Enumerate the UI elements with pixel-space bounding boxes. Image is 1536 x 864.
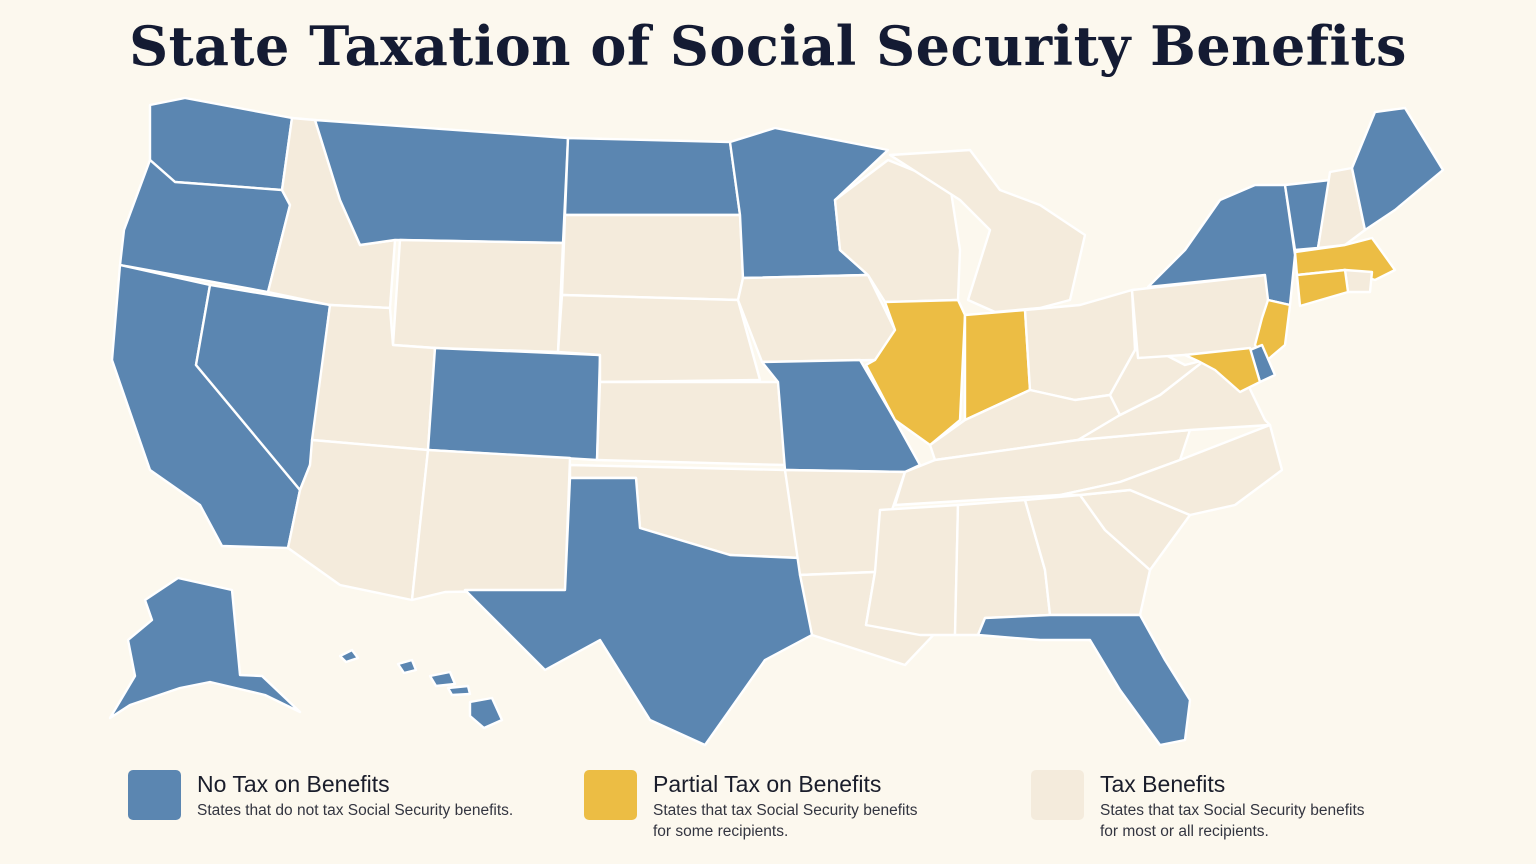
state-az[interactable] <box>286 438 430 602</box>
state-wy[interactable] <box>391 238 565 354</box>
legend-swatch-no-tax <box>128 770 181 820</box>
legend-label: Tax Benefits <box>1100 771 1226 797</box>
state-md[interactable] <box>1183 346 1262 394</box>
state-ct[interactable] <box>1295 268 1350 308</box>
legend-label: Partial Tax on Benefits <box>653 771 882 797</box>
legend-description: States that tax Social Security benefits… <box>1100 802 1365 840</box>
state-ri[interactable] <box>1343 268 1374 294</box>
map-title: State Taxation of Social Security Benefi… <box>129 14 1407 78</box>
legend-label: No Tax on Benefits <box>197 771 390 797</box>
state-fl[interactable] <box>976 613 1192 747</box>
state-nh[interactable] <box>1316 166 1367 250</box>
state-nd[interactable] <box>563 136 742 217</box>
legend-description: States that do not tax Social Security b… <box>197 802 514 819</box>
state-ms[interactable] <box>864 503 960 637</box>
state-ks[interactable] <box>595 380 787 467</box>
legend-swatch-tax <box>1031 770 1084 820</box>
state-co[interactable] <box>426 346 602 462</box>
state-mt[interactable] <box>313 118 570 247</box>
state-wa[interactable] <box>148 96 294 192</box>
state-me[interactable] <box>1350 106 1445 232</box>
state-nm[interactable] <box>410 448 572 602</box>
state-ia[interactable] <box>736 273 897 364</box>
state-mi[interactable] <box>888 148 1087 314</box>
state-nc[interactable] <box>1058 423 1284 517</box>
state-tx[interactable] <box>463 476 814 747</box>
state-sd[interactable] <box>560 213 745 302</box>
state-hi[interactable] <box>338 648 504 730</box>
legend-description: States that tax Social Security benefits… <box>653 802 918 840</box>
state-il[interactable] <box>864 298 967 447</box>
state-ak[interactable] <box>108 576 302 720</box>
legend-swatch-partial-tax <box>584 770 637 820</box>
